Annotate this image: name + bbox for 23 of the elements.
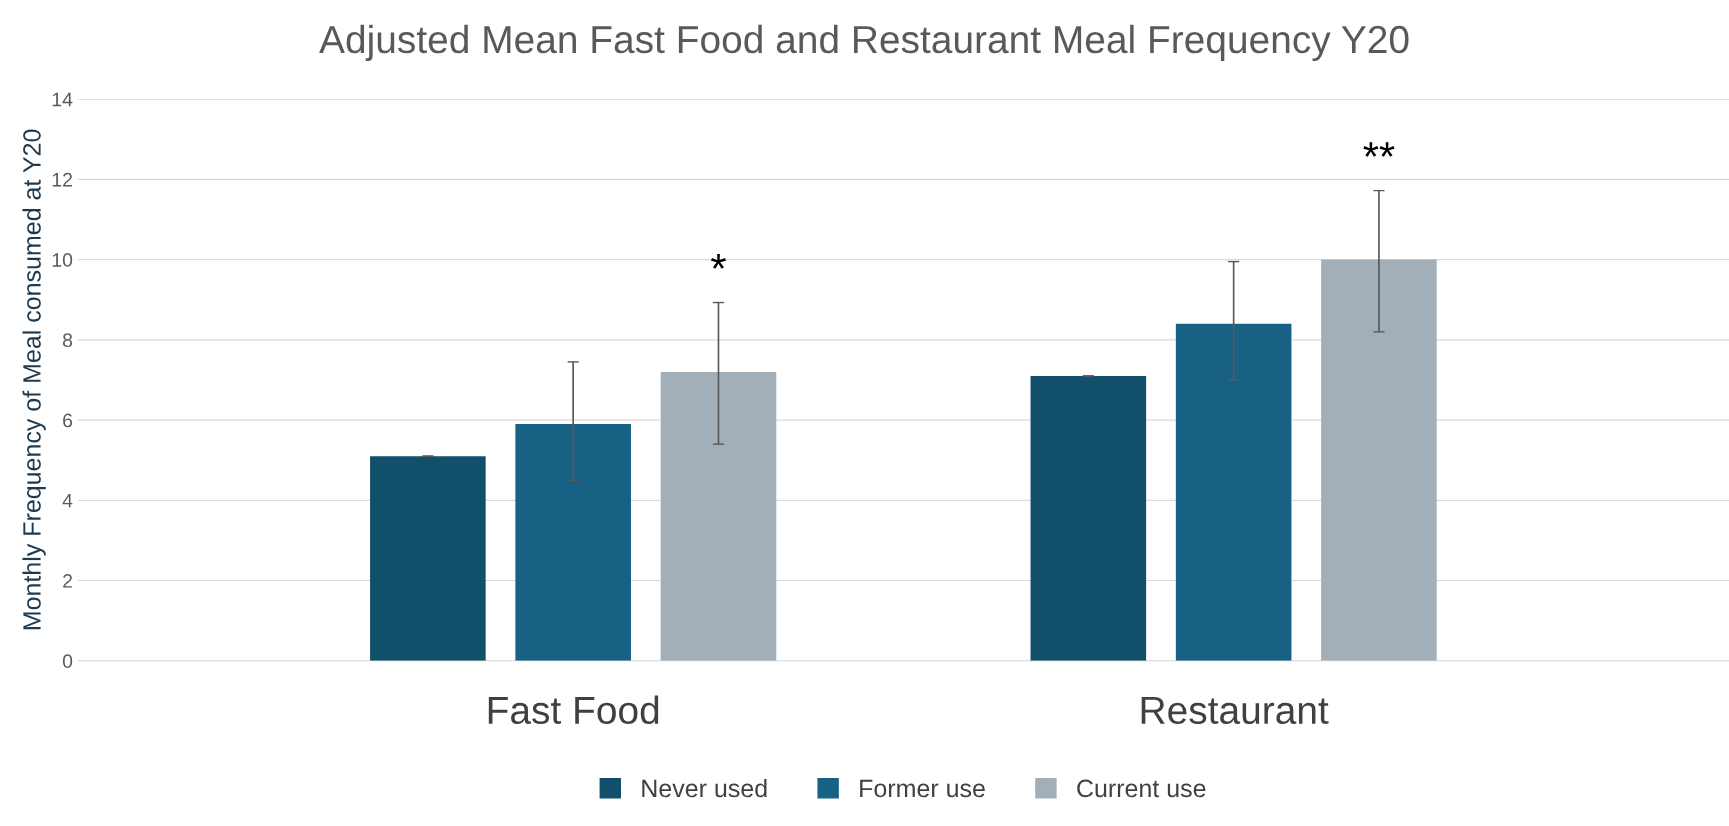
bar	[515, 424, 631, 661]
annotation: **	[1363, 142, 1395, 157]
bar	[370, 456, 486, 661]
bar	[1030, 375, 1147, 661]
bar	[1175, 323, 1292, 661]
chart-title: Adjusted Mean Fast Food and Restaurant Meal Frequency Y20	[319, 24, 1409, 62]
bar	[660, 371, 777, 661]
annotation: *	[711, 254, 726, 269]
legend-label: Current use	[1077, 779, 1206, 798]
y-tick-label: 6	[63, 413, 73, 428]
y-axis-title: Monthly Frequency of Meal consumed at Y20	[22, 129, 46, 630]
x-tick-label: Restaurant	[1141, 696, 1329, 725]
bar	[1321, 259, 1437, 661]
legend-label: Never used	[642, 778, 767, 798]
y-tick-label: 10	[52, 253, 73, 267]
y-tick-label: 8	[62, 333, 73, 348]
y-tick-label: 2	[63, 574, 72, 588]
x-tick-label: Fast Food	[488, 695, 659, 725]
y-tick-label: 14	[52, 92, 73, 107]
y-tick-label: 12	[52, 172, 72, 187]
y-tick-label: 0	[62, 654, 73, 669]
legend-label: Former use	[860, 779, 985, 798]
y-tick-label: 4	[62, 493, 73, 508]
